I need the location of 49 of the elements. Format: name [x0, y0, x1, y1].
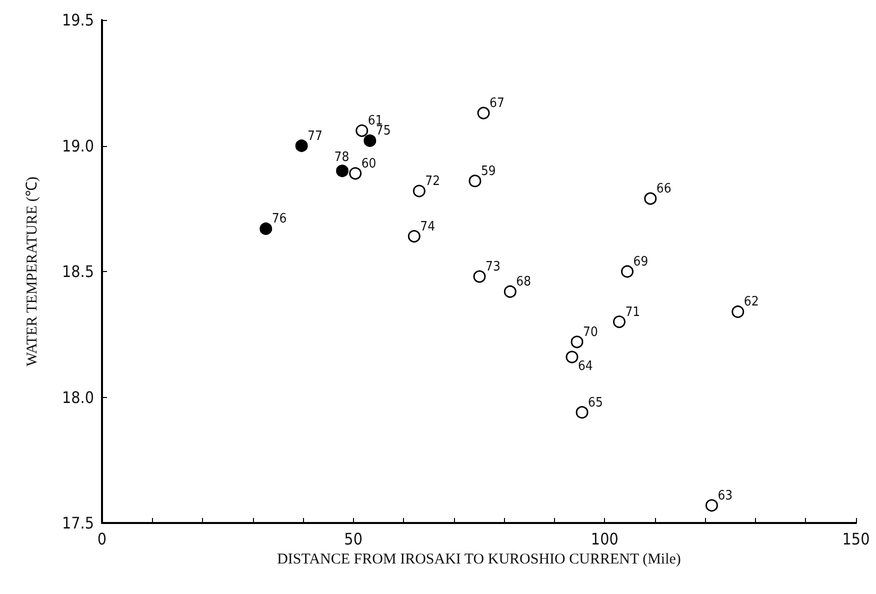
point: [477, 106, 490, 120]
annotation: 74: [420, 219, 436, 234]
annotation: 63: [718, 488, 733, 504]
annotation: 67: [490, 96, 504, 112]
point: [356, 124, 368, 137]
point: [613, 316, 626, 328]
point: [260, 222, 272, 235]
y-axis-title: WATER TEMPERATURE (℃): [24, 176, 40, 366]
point: [570, 336, 584, 348]
annotation: 71: [625, 304, 640, 320]
annotation: 76: [272, 212, 287, 227]
point: [468, 174, 482, 188]
point: [576, 406, 588, 419]
point: [364, 134, 376, 147]
point: [336, 164, 349, 178]
point: [644, 192, 657, 205]
point: [504, 285, 516, 298]
point: [412, 184, 426, 198]
annotation: 73: [486, 260, 500, 275]
y-tick-label: 18.0: [62, 388, 94, 407]
annotation: 62: [744, 294, 759, 310]
point: [295, 140, 308, 152]
y-tick-label: 18.5: [62, 262, 94, 281]
x-tick-label: 150: [842, 530, 870, 548]
annotation: 68: [516, 274, 532, 290]
point: [732, 305, 744, 318]
annotation: 69: [633, 254, 648, 270]
x-tick-label: 50: [344, 530, 362, 548]
annotation: 66: [656, 182, 672, 197]
annotation: 65: [588, 395, 603, 410]
x-axis-title: DISTANCE FROM IROSAKI TO KUROSHIO CURRENT (Mile): [277, 551, 681, 568]
point: [408, 230, 420, 243]
annotation: 70: [583, 324, 598, 340]
annotation: 77: [308, 128, 322, 144]
point: [705, 499, 718, 512]
annotation: 78: [334, 150, 350, 165]
point: [621, 265, 634, 278]
y-tick-label: 19.5: [62, 10, 94, 30]
annotation: 59: [480, 164, 496, 179]
point: [566, 350, 578, 364]
x-tick-label: 0: [97, 530, 107, 548]
point: [349, 167, 362, 180]
x-tick-label: 100: [590, 530, 618, 548]
annotation: 60: [361, 156, 376, 172]
y-tick-label: 19.0: [62, 136, 94, 156]
annotation: 72: [425, 174, 440, 190]
annotation: 64: [578, 359, 593, 374]
y-tick-label: 17.5: [62, 514, 94, 532]
point: [473, 270, 486, 283]
